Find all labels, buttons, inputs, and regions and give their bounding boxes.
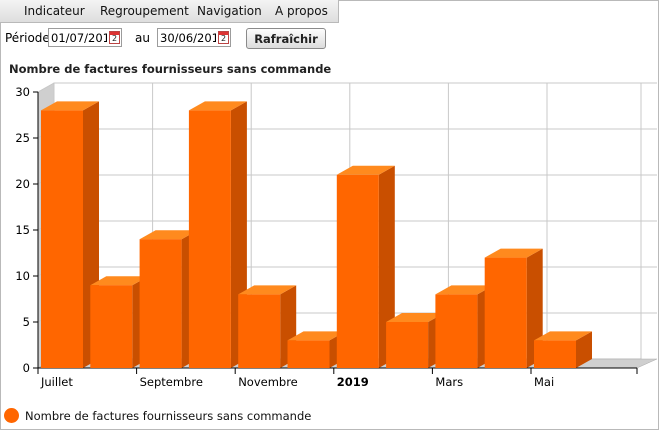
end-date-field [157,28,231,47]
x-tick-label: Juillet [40,375,73,389]
y-tick-label: 15 [15,223,30,237]
bar-top [188,101,247,111]
y-tick-label: 30 [15,85,30,99]
bar-top [336,165,395,175]
bar [287,340,330,368]
end-date-input[interactable] [160,30,216,45]
bar [336,174,379,368]
menu-item-regroupement[interactable]: Regroupement [100,4,189,18]
refresh-button[interactable]: Rafraîchir [246,28,326,49]
legend-swatch [4,408,19,423]
x-tick-label: 2019 [337,375,369,389]
y-tick-label: 25 [15,131,30,145]
menu-bar: Indicateur Regroupement Navigation A pro… [0,0,339,23]
bar-top [238,285,297,295]
menu-item-navigation[interactable]: Navigation [197,4,262,18]
bar-top [386,313,445,322]
bar [238,294,281,368]
bar-side [576,331,592,368]
y-tick-label: 0 [23,361,30,375]
y-tick-label: 5 [23,315,30,329]
between-label: au [135,31,150,45]
bar-top [41,101,99,111]
gridline-wall [37,82,55,93]
bar [484,257,527,368]
bar [90,285,133,368]
chart-title: Nombre de factures fournisseurs sans com… [9,62,332,76]
start-date-input[interactable] [51,30,107,45]
bar-top [435,285,494,295]
bar-top [90,276,149,286]
bar-top [534,331,592,341]
bar [139,239,182,368]
y-tick-label: 10 [15,269,30,283]
bar-top [484,248,543,258]
bar-top [139,230,198,240]
bar-side [378,165,395,368]
bar [41,110,83,369]
calendar-icon[interactable] [109,31,120,44]
x-tick-label: Septembre [140,375,203,389]
bar [188,110,231,369]
period-label: Période [5,31,50,45]
legend-label: Nombre de factures fournisseurs sans com… [25,409,312,423]
x-tick-label: Mai [534,375,554,389]
calendar-icon[interactable] [218,31,229,44]
y-tick-label: 20 [15,177,30,191]
menu-item-a-propos[interactable]: A propos [275,4,328,18]
bar [435,294,478,368]
x-tick-label: Mars [435,375,463,389]
bar [534,340,576,368]
bar-top [287,331,346,341]
x-tick-label: Novembre [238,375,298,389]
menu-item-indicateur[interactable]: Indicateur [24,4,85,18]
start-date-field [48,28,122,47]
bar [386,322,429,368]
